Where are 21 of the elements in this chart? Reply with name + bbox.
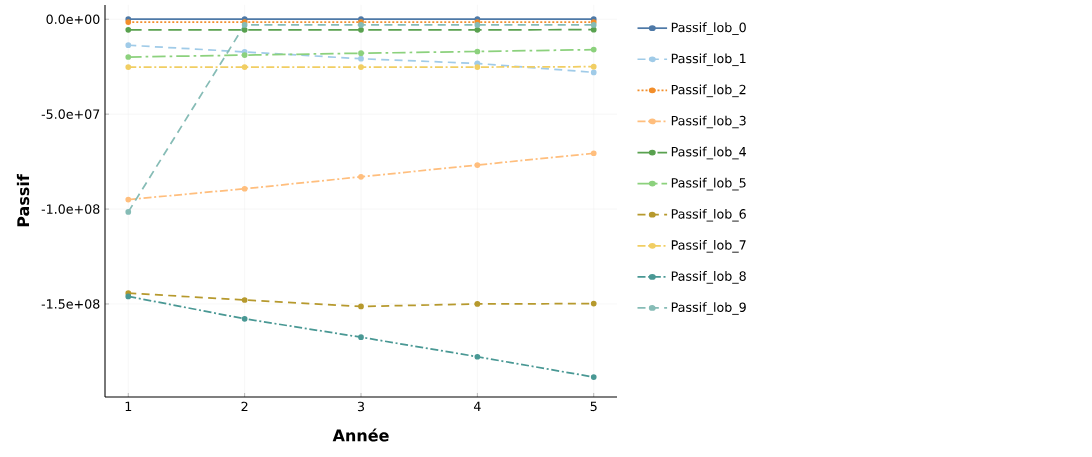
x-axis-title: Année bbox=[332, 428, 389, 442]
x-tick-label: 5 bbox=[590, 401, 597, 412]
y-tick-label: 0.0e+00 bbox=[46, 14, 100, 25]
x-tick-label: 1 bbox=[125, 401, 132, 411]
legend-label: Passif_lob_9 bbox=[671, 302, 746, 315]
legend-label: Passif_lob_2 bbox=[671, 84, 746, 98]
legend-label: Passif_lob_6 bbox=[671, 208, 746, 222]
legend-label: Passif_lob_1 bbox=[671, 53, 746, 67]
legend-label: Passif_lob_4 bbox=[671, 146, 746, 160]
x-tick-label: 2 bbox=[241, 401, 248, 412]
y-axis-title: Passif bbox=[16, 174, 30, 227]
y-tick-label: -1.5e+08 bbox=[41, 299, 100, 309]
legend-label: Passif_lob_0 bbox=[671, 22, 746, 35]
legend-label: Passif_lob_3 bbox=[671, 115, 746, 129]
x-tick-label: 3 bbox=[357, 401, 365, 412]
legend-label: Passif_lob_7 bbox=[671, 239, 746, 253]
y-tick-label: -5.0e+07 bbox=[41, 109, 100, 119]
legend-label: Passif_lob_5 bbox=[671, 177, 746, 191]
legend-label: Passif_lob_8 bbox=[671, 271, 746, 284]
x-tick-label: 4 bbox=[473, 401, 481, 411]
y-tick-label: -1.0e+08 bbox=[41, 204, 100, 214]
